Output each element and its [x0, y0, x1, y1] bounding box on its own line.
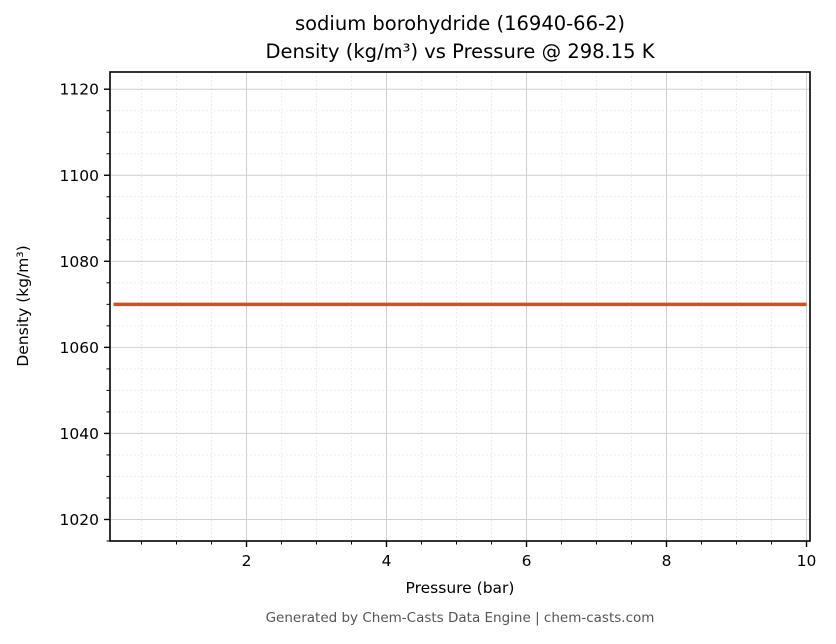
minor-grid — [110, 72, 810, 542]
tick-labels: 2 4 6 8 10 1020 1040 1060 1080 1100 1120 — [60, 81, 817, 570]
x-tick-label: 4 — [382, 552, 392, 570]
y-tick-label: 1020 — [60, 511, 99, 529]
y-tick-label: 1120 — [60, 81, 99, 99]
y-tick-label: 1040 — [60, 425, 99, 443]
footer-credit: Generated by Chem-Casts Data Engine | ch… — [266, 610, 655, 626]
chart-title: sodium borohydride (16940-66-2) — [295, 12, 625, 35]
major-grid — [110, 72, 810, 541]
y-axis-label: Density (kg/m³) — [14, 245, 32, 366]
x-tick-label: 2 — [242, 552, 252, 570]
x-tick-label: 10 — [797, 552, 817, 570]
tick-marks — [104, 88, 808, 547]
x-tick-label: 6 — [522, 552, 532, 570]
y-tick-label: 1100 — [60, 167, 99, 185]
y-tick-label: 1060 — [60, 339, 99, 357]
chart-subtitle: Density (kg/m³) vs Pressure @ 298.15 K — [265, 40, 655, 63]
x-axis-label: Pressure (bar) — [406, 579, 515, 597]
x-tick-label: 8 — [662, 552, 672, 570]
plot-border — [109, 71, 811, 542]
y-tick-label: 1080 — [60, 253, 99, 271]
